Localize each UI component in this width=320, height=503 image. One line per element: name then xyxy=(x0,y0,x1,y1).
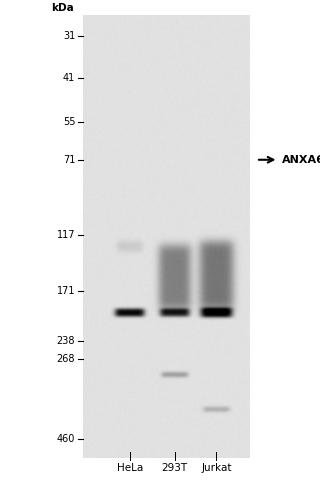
Text: 117: 117 xyxy=(57,229,75,239)
Text: ANXA6: ANXA6 xyxy=(282,155,320,165)
Text: 55: 55 xyxy=(63,117,75,127)
Text: 460: 460 xyxy=(57,435,75,444)
Text: 293T: 293T xyxy=(162,463,188,473)
Text: 171: 171 xyxy=(57,286,75,296)
Text: 268: 268 xyxy=(57,354,75,364)
Text: 31: 31 xyxy=(63,31,75,41)
Text: 238: 238 xyxy=(57,336,75,346)
Text: Jurkat: Jurkat xyxy=(201,463,232,473)
Text: HeLa: HeLa xyxy=(117,463,143,473)
Text: kDa: kDa xyxy=(51,3,74,13)
Text: 71: 71 xyxy=(63,155,75,165)
Text: 41: 41 xyxy=(63,72,75,82)
